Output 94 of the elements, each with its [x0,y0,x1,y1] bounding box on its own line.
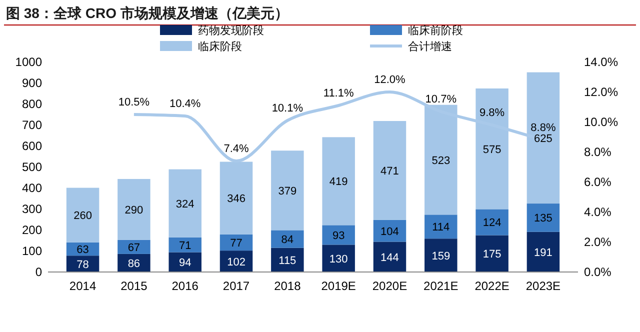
y2-tick-label: 2.0% [584,235,612,249]
x-tick-label: 2014 [69,279,96,293]
x-tick-label: 2023E [526,279,561,293]
data-label: 575 [482,144,502,156]
y-tick-label: 600 [22,139,42,153]
bar [118,240,150,254]
y2-tick-label: 6.0% [584,175,612,189]
bar [322,244,355,272]
x-tick-label: 2015 [120,279,148,293]
data-label: 346 [227,193,246,206]
y2-tick-label: 12.0% [584,85,618,99]
y2-tick-label: 14.0% [584,55,618,69]
y-tick-label: 1000 [15,55,42,69]
bar [526,204,560,232]
data-label: 10.5% [118,96,150,108]
data-label: 63 [76,244,89,256]
y-tick-label: 900 [22,76,42,90]
data-label: 159 [432,250,450,262]
x-tick-label: 2021E [424,279,458,293]
x-tick-label: 2022E [474,279,510,293]
bar [118,178,150,240]
legend-label: 临床前阶段 [408,24,463,37]
x-tick-label: 2020E [372,279,408,293]
y-tick-label: 0 [35,265,42,279]
x-tick-label: 2016 [172,279,199,293]
bar [271,248,304,272]
y-tick-label: 800 [22,97,42,111]
data-label: 104 [380,226,399,238]
x-tick-label: 2019E [321,279,356,293]
data-label: 94 [178,257,192,270]
data-label: 625 [534,132,552,145]
bar [220,234,253,251]
data-label: 9.8% [480,107,505,119]
data-label: 12.0% [374,74,406,86]
bar [476,209,508,236]
data-label: 7.4% [224,143,250,155]
data-label: 77 [230,237,242,250]
y-tick-label: 400 [22,181,42,195]
bar [526,232,560,272]
bar [271,150,304,230]
data-label: 471 [380,165,399,178]
data-label: 175 [482,248,502,261]
data-label: 84 [281,234,294,246]
y-tick-label: 300 [22,202,42,216]
y-tick-label: 700 [22,118,42,132]
bar [168,237,202,252]
data-label: 290 [124,204,144,216]
bar [373,242,406,272]
data-label: 260 [74,210,92,222]
x-tick-label: 2017 [222,279,250,293]
data-label: 102 [227,256,246,268]
y2-tick-label: 4.0% [584,205,612,219]
data-label: 93 [332,230,345,242]
y2-tick-label: 8.0% [584,145,612,159]
chart-title: 图 38：全球 CRO 市场规模及增速（亿美元） [6,5,288,21]
y2-tick-label: 10.0% [584,115,618,129]
y-tick-label: 200 [22,223,42,237]
bar [424,214,458,239]
legend-label: 临床阶段 [198,40,242,53]
legend-label: 合计增速 [408,40,452,53]
y-tick-label: 100 [22,244,42,258]
data-label: 135 [534,212,552,225]
data-label: 324 [176,198,194,210]
data-label: 11.1% [323,88,354,100]
bar [322,137,355,226]
data-label: 144 [380,252,399,264]
bar [373,121,406,220]
y-tick-label: 500 [22,160,42,174]
data-label: 114 [432,222,450,234]
data-label: 523 [432,154,450,167]
legend-label: 药物发现阶段 [198,24,264,37]
y2-tick-label: 0.0% [584,265,612,279]
data-label: 379 [278,185,297,198]
x-tick-label: 2018 [274,279,302,293]
data-label: 115 [278,254,296,267]
data-label: 8.8% [530,122,556,134]
data-label: 67 [128,242,140,254]
data-label: 78 [76,258,89,271]
data-label: 130 [329,253,348,266]
data-label: 10.1% [272,102,304,114]
data-label: 10.4% [170,98,201,110]
bar [66,188,100,242]
bar [373,220,406,242]
bar [322,225,355,245]
data-label: 86 [128,258,140,270]
bar [271,230,304,248]
bar [424,238,458,272]
data-label: 191 [534,246,552,259]
bar [476,235,508,272]
bar [168,169,202,238]
data-label: 10.7% [425,94,457,106]
data-label: 71 [178,240,192,252]
data-label: 124 [482,217,502,230]
data-label: 419 [329,176,348,188]
